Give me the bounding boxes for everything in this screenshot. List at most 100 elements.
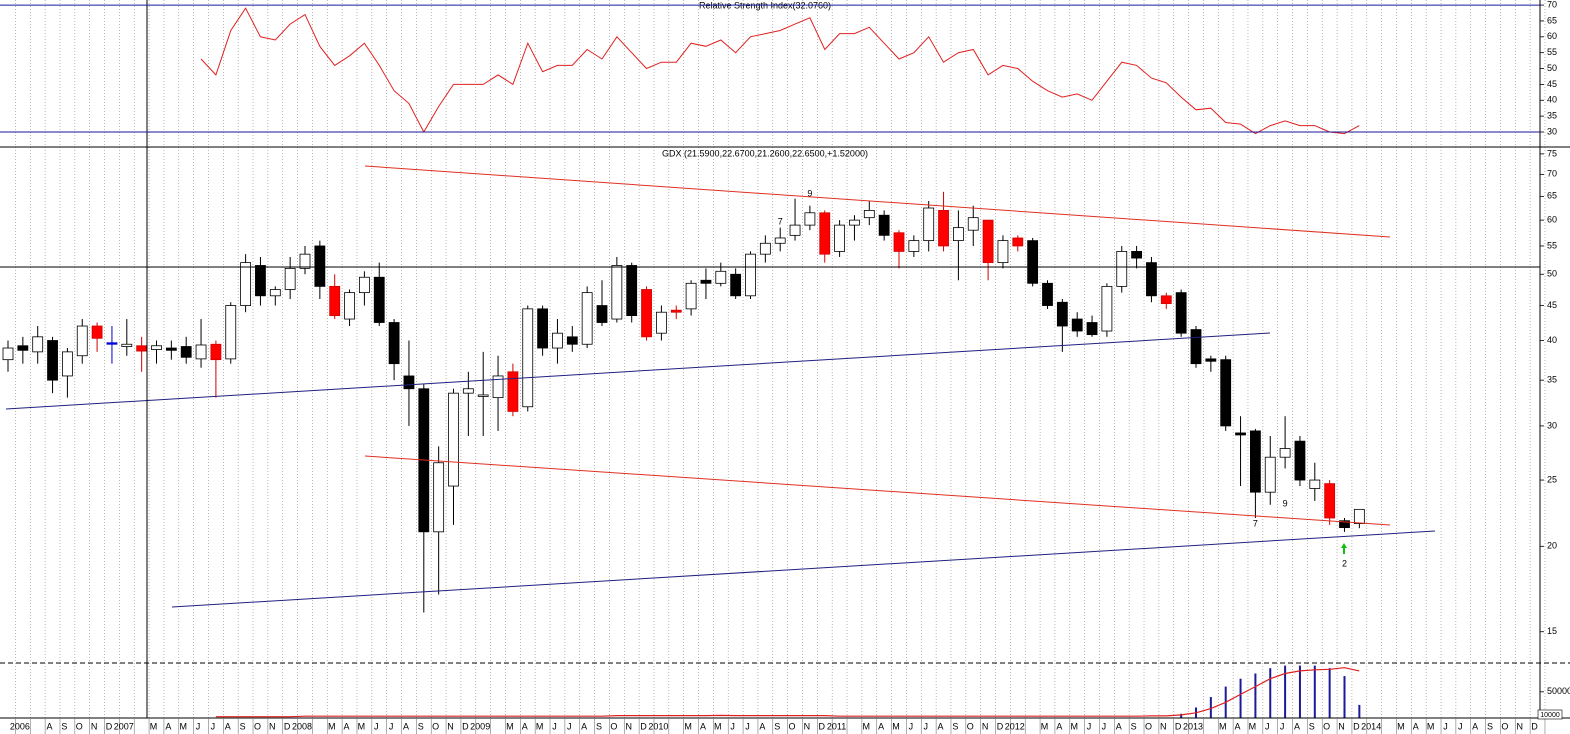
x-tick-label: A xyxy=(47,721,53,731)
y-tick-label: 35 xyxy=(1547,375,1557,385)
x-tick-label: D xyxy=(640,721,647,731)
x-tick-label: M xyxy=(863,721,871,731)
candle-body xyxy=(1294,440,1306,481)
x-tick-label: J xyxy=(552,721,557,731)
candle-body xyxy=(1353,508,1365,524)
y-tick-label: 45 xyxy=(1547,300,1557,310)
candle-body xyxy=(1339,520,1350,529)
candle-body xyxy=(269,289,281,297)
x-tick-label: M xyxy=(150,721,158,731)
volume-bar xyxy=(1358,704,1361,718)
panel-title: GDX (21.5900,22.6700,21.2600,22.6500,+1.… xyxy=(662,148,868,158)
x-tick-label: 2008 xyxy=(292,721,312,731)
plot-layer xyxy=(2,7,1365,718)
x-tick-label: S xyxy=(774,721,780,731)
candle-body xyxy=(537,308,548,349)
candle-body xyxy=(433,462,445,533)
signal-arrow xyxy=(1341,543,1347,554)
candle-body xyxy=(284,267,296,290)
candle-body xyxy=(358,276,370,294)
candle-body xyxy=(834,224,845,252)
volume-bar xyxy=(1328,668,1331,718)
volume-average-line xyxy=(215,667,1360,718)
candle-body xyxy=(165,347,177,351)
x-tick-label: M xyxy=(536,721,544,731)
y-tick-label: 30 xyxy=(1547,420,1557,430)
volume-bar xyxy=(1254,673,1257,718)
x-tick-label: S xyxy=(240,721,246,731)
x-tick-label: O xyxy=(967,721,974,731)
candle-body xyxy=(759,242,771,255)
volume-bar xyxy=(1239,678,1242,718)
candle-body xyxy=(195,344,207,360)
candle-body xyxy=(225,305,237,360)
x-tick-label: S xyxy=(952,721,958,731)
x-tick-label: J xyxy=(1265,721,1270,731)
candle-body xyxy=(938,209,949,247)
candle-body xyxy=(611,265,623,320)
x-tick-label: D xyxy=(1175,721,1182,731)
x-tick-label: J xyxy=(1280,721,1285,731)
y-tick-label: 50000 xyxy=(1547,686,1570,696)
candle-body xyxy=(522,308,534,408)
candle-body xyxy=(1071,318,1083,332)
candle-body xyxy=(507,371,519,412)
x-tick-label: M xyxy=(1249,721,1257,731)
candle-body xyxy=(1042,282,1053,306)
trend-line xyxy=(364,455,1391,526)
candle-body xyxy=(878,214,890,236)
x-tick-label: O xyxy=(432,721,439,731)
x-tick-label: S xyxy=(1487,721,1493,731)
candle-body xyxy=(388,322,400,365)
x-tick-label: 2010 xyxy=(648,721,668,731)
x-tick-label: 2007 xyxy=(114,721,134,731)
candle-body xyxy=(715,270,727,284)
x-tick-label: O xyxy=(254,721,261,731)
volume-bar xyxy=(1343,676,1346,718)
trend-line xyxy=(5,332,1271,410)
candle-body xyxy=(923,207,935,242)
candle-body xyxy=(373,276,385,323)
candle-body xyxy=(1056,301,1068,327)
candle-body xyxy=(953,227,964,242)
candle-body xyxy=(626,265,638,317)
candle-body xyxy=(180,346,192,358)
x-tick-label: D xyxy=(284,721,291,731)
x-tick-label: J xyxy=(211,721,216,731)
x-tick-label: M xyxy=(358,721,366,731)
x-tick-label: A xyxy=(1413,721,1419,731)
candle-body xyxy=(700,279,712,284)
y-tick-label: 40 xyxy=(1547,95,1557,105)
x-tick-label: N xyxy=(1160,721,1167,731)
volume-bar xyxy=(1298,665,1301,718)
candle-body xyxy=(982,219,994,264)
count-annotation: 9 xyxy=(807,188,812,198)
candle-body xyxy=(1116,251,1128,287)
x-tick-label: A xyxy=(344,721,350,731)
count-annotation: 7 xyxy=(1253,518,1258,528)
candle-body xyxy=(804,212,816,226)
y-tick-label: 75 xyxy=(1547,148,1557,158)
x-tick-label: M xyxy=(328,721,336,731)
candle-body xyxy=(62,351,73,377)
count-annotation: 2 xyxy=(1342,558,1347,568)
x-tick-label: D xyxy=(1531,721,1538,731)
candle-body xyxy=(789,224,801,236)
x-tick-label: D xyxy=(106,721,113,731)
y-tick-label: 20 xyxy=(1547,541,1557,551)
x-tick-label: O xyxy=(1501,721,1508,731)
y-tick-label: 60 xyxy=(1547,215,1557,225)
x-tick-label: 2013 xyxy=(1183,721,1203,731)
y-tick-label: 45 xyxy=(1547,79,1557,89)
x-tick-label: O xyxy=(610,721,617,731)
candle-body xyxy=(670,309,682,313)
candle-body xyxy=(745,253,756,297)
x-tick-label: O xyxy=(1323,721,1330,731)
candle-body xyxy=(121,343,133,347)
x-tick-label: J xyxy=(1087,721,1092,731)
candle-body xyxy=(1220,359,1232,427)
x-tick-label: A xyxy=(700,721,706,731)
x-tick-label: A xyxy=(1116,721,1122,731)
x-tick-label: D xyxy=(1353,721,1360,731)
candle-body xyxy=(908,240,920,252)
